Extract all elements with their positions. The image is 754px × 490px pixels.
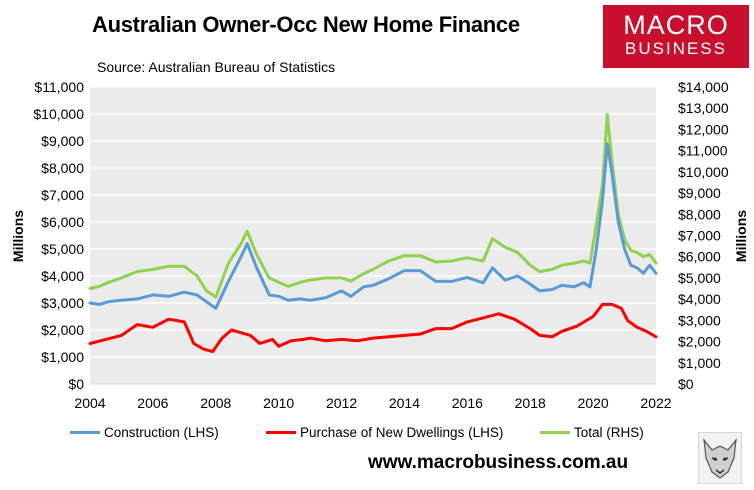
right-tick-label: $3,000 xyxy=(678,312,721,328)
series-lines xyxy=(88,113,658,354)
logo-line1: MACRO xyxy=(623,10,729,40)
logo-line2: BUSINESS xyxy=(625,39,727,58)
x-tick-label: 2010 xyxy=(263,395,294,411)
right-tick-label: $1,000 xyxy=(678,355,721,371)
left-tick-label: $4,000 xyxy=(41,268,84,284)
right-tick-label: $11,000 xyxy=(678,143,728,159)
x-tick-label: 2014 xyxy=(389,395,420,411)
x-tick-label: 2012 xyxy=(326,395,357,411)
left-tick-label: $8,000 xyxy=(41,160,84,176)
legend-swatch-total xyxy=(540,431,570,434)
x-tick-label: 2018 xyxy=(515,395,546,411)
chart-source: Source: Australian Bureau of Statistics xyxy=(97,59,336,75)
series-total-line xyxy=(88,113,658,299)
chart-title: Australian Owner-Occ New Home Finance xyxy=(92,12,520,37)
left-tick-label: $10,000 xyxy=(33,106,84,122)
series-purchase-line xyxy=(88,302,658,354)
left-tick-label: $2,000 xyxy=(41,322,84,338)
left-tick-label: $5,000 xyxy=(41,241,84,257)
x-tick-label: 2020 xyxy=(578,395,609,411)
left-tick-label: $1,000 xyxy=(41,349,84,365)
right-tick-label: $4,000 xyxy=(678,291,721,307)
right-tick-label: $10,000 xyxy=(678,164,729,180)
legend-label-total: Total (RHS) xyxy=(574,425,644,440)
legend-swatch-purchase xyxy=(266,431,296,434)
left-tick-label: $3,000 xyxy=(41,295,84,311)
website-url: www.macrobusiness.com.au xyxy=(368,452,629,473)
legend-item-construction: Construction (LHS) xyxy=(70,425,219,440)
x-tick-label: 2016 xyxy=(452,395,483,411)
legend-item-total: Total (RHS) xyxy=(540,425,644,440)
x-tick-label: 2004 xyxy=(74,395,105,411)
series-construction-line xyxy=(88,142,658,310)
macrobusiness-logo: MACRO BUSINESS xyxy=(603,5,749,68)
right-tick-label: $0 xyxy=(678,376,694,392)
right-axis-ticks: $0 $1,000 $2,000 $3,000 $4,000 $5,000 $6,000 $7… xyxy=(678,79,729,392)
left-tick-label: $9,000 xyxy=(41,133,84,149)
x-tick-label: 2022 xyxy=(640,395,671,411)
wolf-logo-icon xyxy=(698,432,742,484)
right-tick-label: $6,000 xyxy=(678,249,721,265)
right-tick-label: $9,000 xyxy=(678,185,721,201)
x-tick-label: 2006 xyxy=(137,395,168,411)
legend-label-construction: Construction (LHS) xyxy=(104,425,219,440)
left-axis-label: Millions xyxy=(10,210,26,262)
legend-item-purchase: Purchase of New Dwellings (LHS) xyxy=(266,425,503,440)
right-tick-label: $7,000 xyxy=(678,228,721,244)
left-tick-label: $0 xyxy=(68,376,84,392)
legend-label-purchase: Purchase of New Dwellings (LHS) xyxy=(300,425,504,440)
grid-lines xyxy=(90,86,656,385)
right-tick-label: $2,000 xyxy=(678,334,721,350)
right-tick-label: $5,000 xyxy=(678,270,721,286)
right-axis-label: Millions xyxy=(733,210,749,262)
right-tick-label: $14,000 xyxy=(678,79,729,95)
left-axis-ticks: $0 $1,000 $2,000 $3,000 $4,000 $5,000 $6,000 $7… xyxy=(33,79,84,392)
right-tick-label: $8,000 xyxy=(678,206,721,222)
right-tick-label: $12,000 xyxy=(678,121,729,137)
left-tick-label: $11,000 xyxy=(34,79,84,95)
x-axis-ticks: 2004 2006 2008 2010 2012 2014 2016 2018 2020 2022 xyxy=(74,395,671,411)
legend-swatch-construction xyxy=(70,431,100,434)
left-tick-label: $7,000 xyxy=(41,187,84,203)
left-tick-label: $6,000 xyxy=(41,214,84,230)
plot-area xyxy=(90,87,656,384)
right-tick-label: $13,000 xyxy=(678,100,729,116)
x-tick-label: 2008 xyxy=(200,395,231,411)
